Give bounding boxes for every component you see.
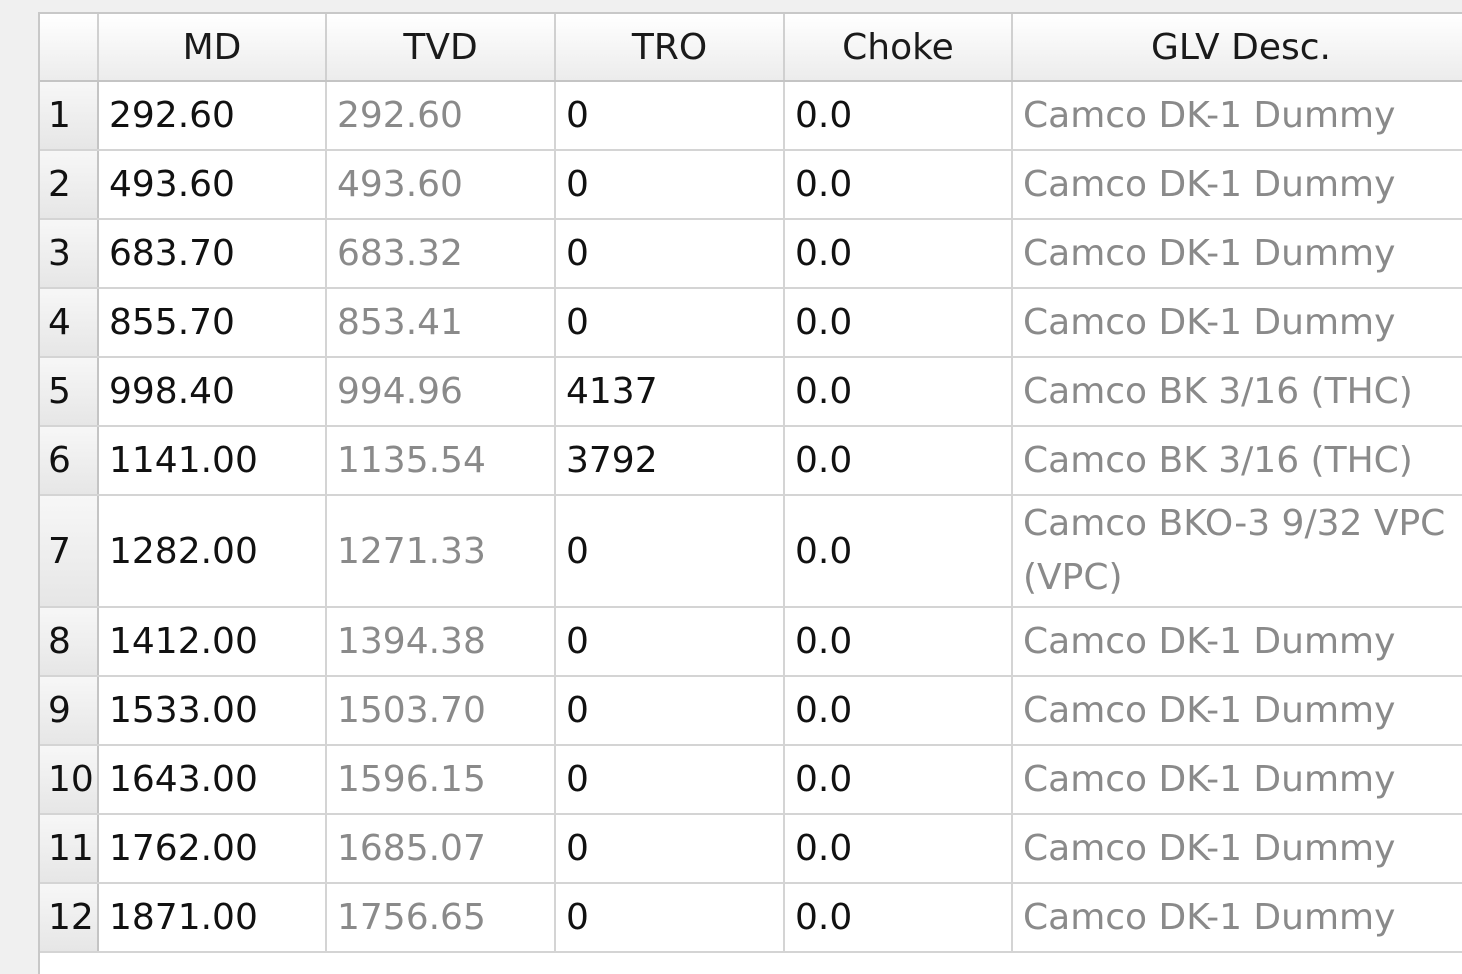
row-number[interactable]: 12 [40, 883, 99, 953]
column-header-tvd[interactable]: TVD [326, 14, 556, 82]
tvd-cell[interactable]: 292.60 [326, 81, 556, 151]
choke-cell[interactable]: 0.0 [784, 426, 1013, 496]
row-number[interactable]: 6 [40, 426, 99, 496]
row-number[interactable]: 1 [40, 81, 99, 151]
md-cell[interactable]: 1141.00 [98, 426, 327, 496]
tvd-cell[interactable]: 1596.15 [326, 745, 556, 815]
glv-desc-cell[interactable]: Camco DK-1 Dummy [1012, 607, 1462, 677]
row-number[interactable]: 5 [40, 357, 99, 427]
tro-cell[interactable]: 3792 [555, 426, 785, 496]
column-header-glv-desc[interactable]: GLV Desc. [1012, 14, 1462, 82]
table-row[interactable]: 12 1871.00 1756.65 0 0.0 Camco DK-1 Dumm… [40, 883, 1462, 953]
tvd-cell[interactable]: 994.96 [326, 357, 556, 427]
column-header-tro[interactable]: TRO [555, 14, 785, 82]
tvd-cell[interactable]: 1394.38 [326, 607, 556, 677]
column-header-choke[interactable]: Choke [784, 14, 1013, 82]
glv-desc-cell[interactable]: Camco DK-1 Dummy [1012, 883, 1462, 953]
tro-cell[interactable]: 0 [555, 150, 785, 220]
tvd-cell[interactable]: 1685.07 [326, 814, 556, 884]
md-cell[interactable]: 1282.00 [98, 495, 327, 608]
tro-cell[interactable]: 0 [555, 81, 785, 151]
row-number[interactable]: 8 [40, 607, 99, 677]
tro-cell[interactable]: 0 [555, 814, 785, 884]
column-header-md[interactable]: MD [98, 14, 327, 82]
table-row[interactable]: 1 292.60 292.60 0 0.0 Camco DK-1 Dummy [40, 81, 1462, 151]
glv-desc-cell[interactable]: Camco DK-1 Dummy [1012, 745, 1462, 815]
tvd-cell[interactable]: 1503.70 [326, 676, 556, 746]
glv-desc-cell[interactable]: Camco DK-1 Dummy [1012, 814, 1462, 884]
glv-desc-cell[interactable]: Camco DK-1 Dummy [1012, 676, 1462, 746]
md-cell[interactable]: 855.70 [98, 288, 327, 358]
table-row[interactable]: 8 1412.00 1394.38 0 0.0 Camco DK-1 Dummy [40, 607, 1462, 677]
choke-cell[interactable]: 0.0 [784, 150, 1013, 220]
glv-desc-cell[interactable]: Camco DK-1 Dummy [1012, 150, 1462, 220]
tro-cell[interactable]: 0 [555, 607, 785, 677]
tvd-cell[interactable]: 853.41 [326, 288, 556, 358]
table-row[interactable]: 7 1282.00 1271.33 0 0.0 Camco BKO-3 9/32… [40, 495, 1462, 608]
table-row[interactable]: 4 855.70 853.41 0 0.0 Camco DK-1 Dummy [40, 288, 1462, 358]
glv-desc-cell[interactable]: Camco BK 3/16 (THC) [1012, 357, 1462, 427]
tvd-cell[interactable]: 493.60 [326, 150, 556, 220]
glv-desc-cell[interactable]: Camco BKO-3 9/32 VPC (VPC) [1012, 495, 1462, 608]
tro-cell[interactable]: 0 [555, 495, 785, 608]
row-number[interactable]: 11 [40, 814, 99, 884]
table-row[interactable]: 10 1643.00 1596.15 0 0.0 Camco DK-1 Dumm… [40, 745, 1462, 815]
table-row[interactable]: 6 1141.00 1135.54 3792 0.0 Camco BK 3/16… [40, 426, 1462, 496]
choke-cell[interactable]: 0.0 [784, 495, 1013, 608]
table-row[interactable]: 9 1533.00 1503.70 0 0.0 Camco DK-1 Dummy [40, 676, 1462, 746]
table-row[interactable]: 3 683.70 683.32 0 0.0 Camco DK-1 Dummy [40, 219, 1462, 289]
glv-desc-cell[interactable]: Camco DK-1 Dummy [1012, 288, 1462, 358]
table-row[interactable]: 5 998.40 994.96 4137 0.0 Camco BK 3/16 (… [40, 357, 1462, 427]
md-cell[interactable]: 1412.00 [98, 607, 327, 677]
table-body: 1 292.60 292.60 0 0.0 Camco DK-1 Dummy 2… [40, 81, 1462, 953]
tro-cell[interactable]: 0 [555, 745, 785, 815]
table-row[interactable]: 11 1762.00 1685.07 0 0.0 Camco DK-1 Dumm… [40, 814, 1462, 884]
row-number[interactable]: 3 [40, 219, 99, 289]
tvd-cell[interactable]: 1756.65 [326, 883, 556, 953]
choke-cell[interactable]: 0.0 [784, 745, 1013, 815]
tro-cell[interactable]: 4137 [555, 357, 785, 427]
choke-cell[interactable]: 0.0 [784, 288, 1013, 358]
tro-cell[interactable]: 0 [555, 219, 785, 289]
md-cell[interactable]: 998.40 [98, 357, 327, 427]
choke-cell[interactable]: 0.0 [784, 814, 1013, 884]
tvd-cell[interactable]: 1271.33 [326, 495, 556, 608]
row-number[interactable]: 10 [40, 745, 99, 815]
corner-header[interactable] [40, 14, 99, 82]
md-cell[interactable]: 1871.00 [98, 883, 327, 953]
glv-desc-cell[interactable]: Camco DK-1 Dummy [1012, 219, 1462, 289]
choke-cell[interactable]: 0.0 [784, 81, 1013, 151]
md-cell[interactable]: 1643.00 [98, 745, 327, 815]
choke-cell[interactable]: 0.0 [784, 607, 1013, 677]
row-number[interactable]: 4 [40, 288, 99, 358]
choke-cell[interactable]: 0.0 [784, 883, 1013, 953]
md-cell[interactable]: 292.60 [98, 81, 327, 151]
row-number[interactable]: 7 [40, 495, 99, 608]
row-number[interactable]: 9 [40, 676, 99, 746]
tvd-cell[interactable]: 683.32 [326, 219, 556, 289]
tvd-cell[interactable]: 1135.54 [326, 426, 556, 496]
choke-cell[interactable]: 0.0 [784, 357, 1013, 427]
choke-cell[interactable]: 0.0 [784, 219, 1013, 289]
valve-grid: MD TVD TRO Choke GLV Desc. 1 292.60 292.… [38, 12, 1462, 974]
md-cell[interactable]: 1533.00 [98, 676, 327, 746]
md-cell[interactable]: 1762.00 [98, 814, 327, 884]
tro-cell[interactable]: 0 [555, 883, 785, 953]
glv-desc-cell[interactable]: Camco BK 3/16 (THC) [1012, 426, 1462, 496]
glv-desc-cell[interactable]: Camco DK-1 Dummy [1012, 81, 1462, 151]
tro-cell[interactable]: 0 [555, 288, 785, 358]
choke-cell[interactable]: 0.0 [784, 676, 1013, 746]
tro-cell[interactable]: 0 [555, 676, 785, 746]
row-number[interactable]: 2 [40, 150, 99, 220]
table-row[interactable]: 2 493.60 493.60 0 0.0 Camco DK-1 Dummy [40, 150, 1462, 220]
md-cell[interactable]: 493.60 [98, 150, 327, 220]
header-row: MD TVD TRO Choke GLV Desc. [40, 14, 1462, 82]
valve-table: MD TVD TRO Choke GLV Desc. 1 292.60 292.… [40, 14, 1462, 953]
md-cell[interactable]: 683.70 [98, 219, 327, 289]
